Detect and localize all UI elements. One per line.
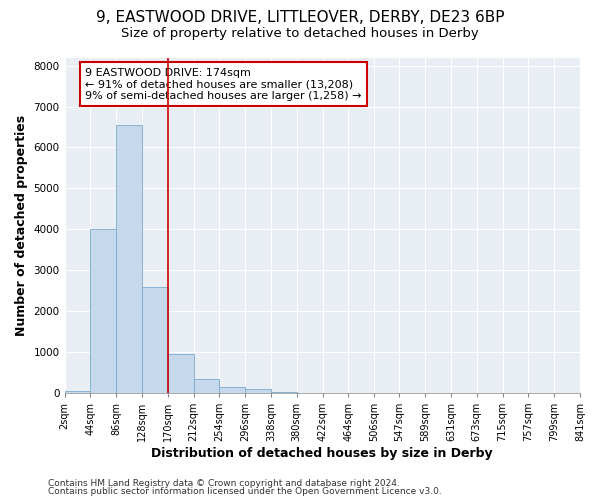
Bar [65,391,91,393]
Text: Size of property relative to detached houses in Derby: Size of property relative to detached ho… [121,28,479,40]
Bar [245,389,271,393]
Bar [116,125,142,393]
Bar [271,392,297,393]
Y-axis label: Number of detached properties: Number of detached properties [15,114,28,336]
Bar [91,230,116,393]
Text: Contains HM Land Registry data © Crown copyright and database right 2024.: Contains HM Land Registry data © Crown c… [48,478,400,488]
Text: Contains public sector information licensed under the Open Government Licence v3: Contains public sector information licen… [48,487,442,496]
Text: 9, EASTWOOD DRIVE, LITTLEOVER, DERBY, DE23 6BP: 9, EASTWOOD DRIVE, LITTLEOVER, DERBY, DE… [96,10,504,25]
Bar [194,379,220,393]
X-axis label: Distribution of detached houses by size in Derby: Distribution of detached houses by size … [151,447,493,460]
Text: 9 EASTWOOD DRIVE: 174sqm
← 91% of detached houses are smaller (13,208)
9% of sem: 9 EASTWOOD DRIVE: 174sqm ← 91% of detach… [85,68,362,101]
Bar [142,286,168,393]
Bar [168,354,194,393]
Bar [220,387,245,393]
